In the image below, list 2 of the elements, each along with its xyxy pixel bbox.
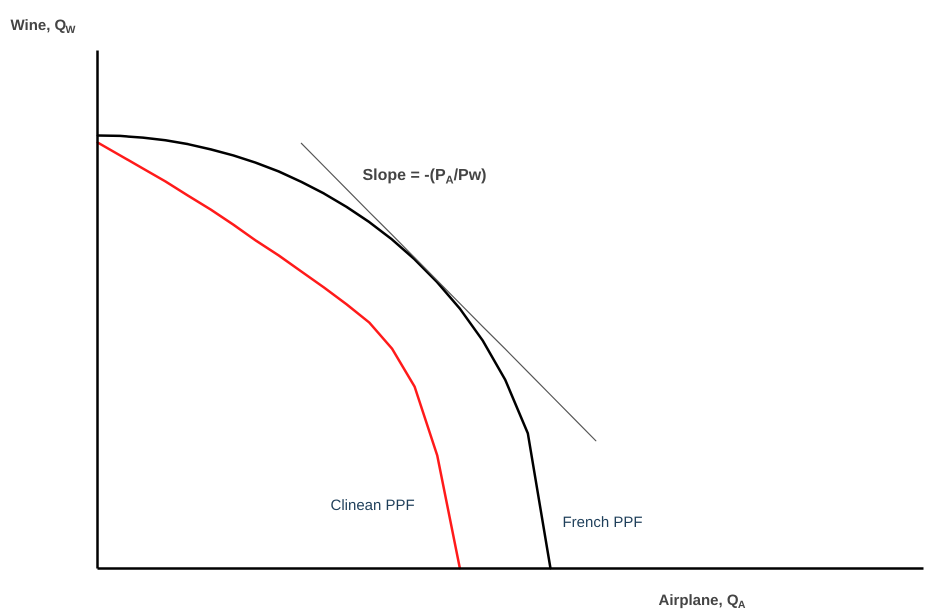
series-label: French PPF bbox=[562, 514, 643, 531]
text: Clinean PPF bbox=[330, 497, 415, 514]
